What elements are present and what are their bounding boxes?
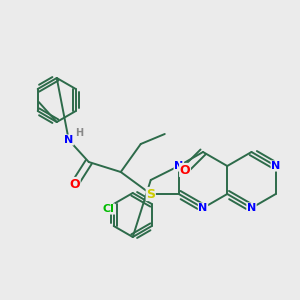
Text: N: N <box>198 203 208 213</box>
Text: O: O <box>180 164 190 176</box>
Text: H: H <box>75 128 83 138</box>
Text: N: N <box>64 135 74 145</box>
Text: N: N <box>271 161 280 171</box>
Text: Cl: Cl <box>103 204 115 214</box>
Text: N: N <box>247 203 256 213</box>
Text: O: O <box>69 178 80 190</box>
Text: S: S <box>146 188 155 200</box>
Text: N: N <box>174 161 183 171</box>
